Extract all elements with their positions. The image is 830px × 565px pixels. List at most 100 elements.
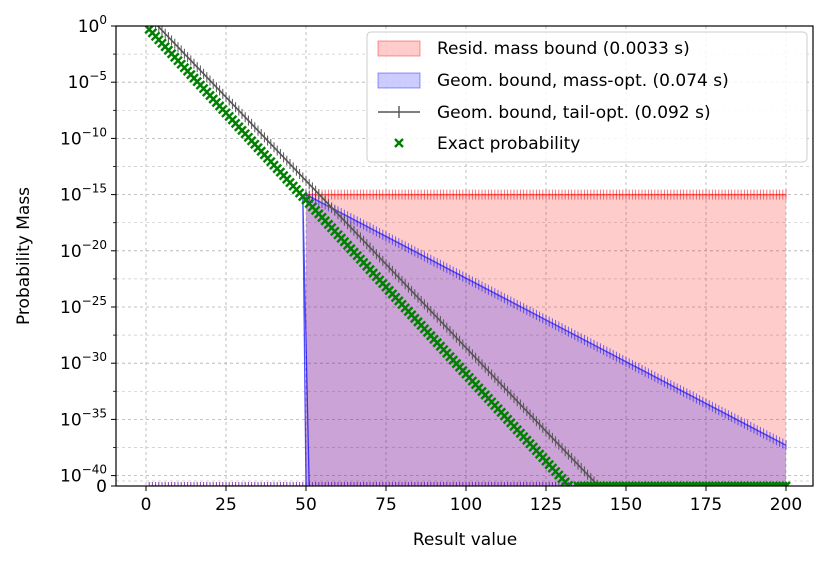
exact-point-stroke	[649, 481, 657, 486]
y-tick-label: 100	[78, 13, 107, 37]
legend-label: Geom. bound, tail-opt. (0.092 s)	[437, 103, 711, 123]
exact-point-stroke	[739, 481, 747, 486]
ticks: 0 25 50 75 100 125 150 175 200 100 10−5 10−10 10−15 1…	[60, 13, 802, 515]
exact-point-stroke	[742, 481, 750, 486]
exact-point-stroke	[601, 481, 609, 486]
exact-point-stroke	[733, 481, 740, 486]
exact-point-stroke	[771, 481, 779, 486]
exact-point-stroke	[784, 481, 791, 486]
x-tick-label: 150	[610, 495, 642, 515]
exact-point-stroke	[659, 481, 667, 486]
exact-point-stroke	[710, 481, 718, 486]
x-tick-label: 175	[690, 495, 722, 515]
x-tick-label: 50	[295, 495, 317, 515]
exact-point-stroke	[611, 481, 619, 486]
exact-point-stroke	[643, 481, 651, 486]
x-tick-label: 75	[375, 495, 397, 515]
exact-point	[781, 481, 791, 486]
exact-point-stroke	[761, 481, 769, 486]
legend-label: Resid. mass bound (0.0033 s)	[437, 39, 690, 59]
exact-point-stroke	[720, 481, 727, 486]
mass-opt-drop	[149, 194, 310, 486]
exact-point-stroke	[665, 481, 673, 486]
exact-point-stroke	[758, 481, 766, 486]
y-tick-label: 10−25	[60, 294, 107, 318]
tail-opt-line	[156, 26, 600, 486]
exact-point-stroke	[605, 481, 612, 486]
legend: Resid. mass bound (0.0033 s) Geom. bound,…	[366, 31, 808, 163]
x-tick-label: 0	[141, 495, 152, 515]
y-tick-label: 10−10	[60, 125, 107, 149]
exact-point-stroke	[736, 481, 743, 486]
exact-point-stroke	[774, 481, 782, 486]
exact-point-stroke	[579, 481, 587, 486]
exact-point-stroke	[723, 481, 731, 486]
exact-point-stroke	[585, 481, 593, 486]
exact-point-stroke	[614, 481, 622, 486]
exact-point-stroke	[717, 481, 724, 486]
plot-area	[144, 26, 791, 486]
y-tick-label: 10−30	[60, 350, 107, 374]
exact-point-stroke	[713, 481, 721, 486]
y-tick-label: 10−35	[60, 406, 107, 430]
y-tick-label: 10−15	[60, 182, 107, 206]
exact-point-stroke	[697, 481, 705, 486]
exact-point-stroke	[582, 481, 590, 486]
exact-point-stroke	[589, 481, 596, 486]
exact-point-stroke	[726, 481, 734, 486]
exact-point-stroke	[656, 481, 663, 486]
y-axis-label: Probability Mass	[14, 187, 34, 325]
y-tick-label: 10−5	[68, 69, 107, 93]
legend-swatch-exact	[394, 138, 404, 148]
exact-point-stroke	[704, 481, 711, 486]
exact-point-stroke	[781, 481, 788, 486]
exact-point-stroke	[598, 481, 606, 486]
x-tick-label: 125	[530, 495, 562, 515]
exact-point-stroke	[729, 481, 737, 486]
exact-point-stroke	[595, 481, 603, 486]
legend-label: Geom. bound, mass-opt. (0.074 s)	[437, 71, 729, 91]
x-tick-label: 25	[215, 495, 237, 515]
legend-label: Exact probability	[437, 134, 580, 154]
x-tick-label: 100	[450, 495, 482, 515]
exact-point-stroke	[621, 481, 628, 486]
exact-point-stroke	[707, 481, 715, 486]
legend-swatch-resid	[377, 40, 421, 57]
legend-box	[366, 31, 808, 163]
exact-point-stroke	[573, 481, 580, 486]
exact-point-stroke	[777, 481, 785, 486]
exact-point-stroke	[765, 481, 772, 486]
exact-point-stroke	[694, 481, 702, 486]
x-tick-label: 200	[770, 495, 802, 515]
exact-point-stroke	[749, 481, 756, 486]
exact-point-stroke	[592, 481, 599, 486]
exact-point-stroke	[576, 481, 583, 486]
exact-point-stroke	[624, 481, 631, 486]
y-tick-label: 10−20	[60, 238, 107, 262]
exact-point-stroke	[691, 481, 699, 486]
exact-point-stroke	[669, 481, 676, 486]
resid-bound-area	[306, 194, 786, 486]
exact-point-stroke	[630, 481, 638, 486]
exact-point-stroke	[646, 481, 654, 486]
legend-swatch-mass	[377, 72, 421, 89]
exact-point-stroke	[637, 481, 644, 486]
y-tick-label: 10−40	[60, 463, 107, 487]
exact-point-stroke	[685, 481, 692, 486]
y-tick-label: 0	[96, 477, 107, 497]
exact-point-stroke	[672, 481, 679, 486]
exact-point-stroke	[752, 481, 759, 486]
exact-point-stroke	[633, 481, 641, 486]
exact-point-stroke	[653, 481, 660, 486]
exact-point-stroke	[627, 481, 635, 486]
mass-opt-area	[306, 194, 786, 486]
exact-point-stroke	[781, 481, 788, 486]
axes-frame	[115, 25, 814, 487]
exact-point-stroke	[768, 481, 775, 486]
exact-point-stroke	[662, 481, 670, 486]
exact-point-stroke	[755, 481, 763, 486]
exact-point-stroke	[745, 481, 753, 486]
exact-point-stroke	[681, 481, 689, 486]
exact-point-stroke	[678, 481, 686, 486]
exact-point-stroke	[675, 481, 683, 486]
